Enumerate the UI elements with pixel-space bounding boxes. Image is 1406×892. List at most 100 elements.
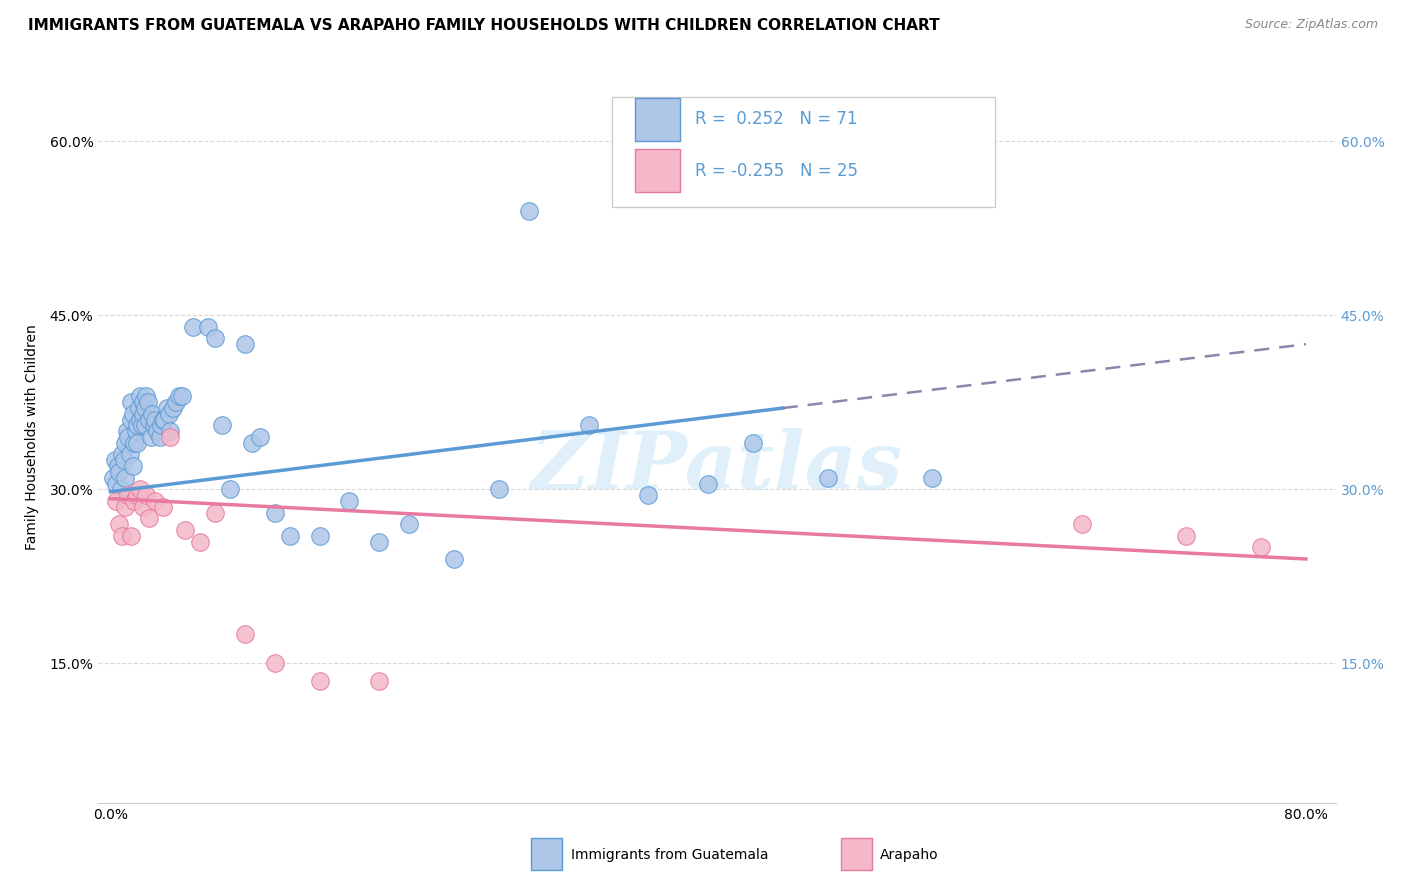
Point: [278, 529, 301, 543]
Point: [817, 471, 839, 485]
Point: [240, 436, 263, 450]
Text: IMMIGRANTS FROM GUATEMALA VS ARAPAHO FAMILY HOUSEHOLDS WITH CHILDREN CORRELATION: IMMIGRANTS FROM GUATEMALA VS ARAPAHO FAM…: [28, 18, 939, 33]
Point: [153, 412, 176, 426]
Text: Arapaho: Arapaho: [880, 848, 939, 863]
Point: [517, 203, 540, 218]
Point: [637, 488, 659, 502]
Point: [132, 395, 155, 409]
Text: Source: ZipAtlas.com: Source: ZipAtlas.com: [1244, 18, 1378, 31]
Point: [165, 395, 187, 409]
Point: [136, 395, 159, 409]
Point: [368, 534, 391, 549]
Point: [114, 471, 136, 485]
FancyBboxPatch shape: [612, 97, 995, 207]
Point: [211, 418, 233, 433]
Point: [124, 494, 146, 508]
Point: [368, 673, 391, 688]
Point: [127, 436, 149, 450]
Point: [111, 529, 134, 543]
Point: [115, 424, 138, 438]
Point: [142, 418, 165, 433]
Point: [308, 673, 330, 688]
Point: [921, 471, 943, 485]
Point: [1175, 529, 1198, 543]
Point: [120, 395, 142, 409]
Point: [127, 418, 149, 433]
Point: [162, 401, 184, 415]
Point: [172, 389, 194, 403]
Point: [138, 412, 160, 426]
Point: [103, 471, 125, 485]
Point: [131, 418, 153, 433]
Point: [339, 494, 361, 508]
Point: [578, 418, 600, 433]
Point: [135, 488, 157, 502]
Point: [105, 476, 128, 491]
Point: [181, 319, 204, 334]
Point: [118, 448, 141, 462]
Point: [263, 657, 285, 671]
Point: [143, 412, 166, 426]
Point: [233, 337, 256, 351]
Point: [108, 465, 131, 479]
Point: [188, 534, 211, 549]
Point: [134, 401, 156, 415]
Text: Immigrants from Guatemala: Immigrants from Guatemala: [571, 848, 768, 863]
Point: [145, 424, 167, 438]
Point: [135, 389, 157, 403]
Point: [149, 430, 172, 444]
Point: [108, 517, 131, 532]
Y-axis label: Family Households with Children: Family Households with Children: [24, 324, 38, 550]
Point: [129, 483, 152, 497]
Point: [159, 430, 181, 444]
Text: R = -0.255   N = 25: R = -0.255 N = 25: [695, 161, 858, 179]
Point: [167, 389, 190, 403]
Point: [308, 529, 330, 543]
Point: [110, 483, 132, 497]
Point: [128, 401, 150, 415]
Point: [104, 453, 127, 467]
Point: [398, 517, 420, 532]
Point: [121, 407, 143, 421]
Point: [141, 407, 163, 421]
Point: [233, 627, 256, 641]
Point: [132, 407, 155, 421]
Point: [443, 552, 465, 566]
Point: [488, 483, 510, 497]
Point: [125, 424, 148, 438]
Point: [127, 488, 149, 502]
Point: [114, 436, 136, 450]
Point: [120, 529, 142, 543]
Point: [111, 448, 134, 462]
Point: [129, 412, 152, 426]
Text: R =  0.252   N = 71: R = 0.252 N = 71: [695, 111, 858, 128]
Point: [742, 436, 765, 450]
Point: [152, 500, 174, 514]
Point: [159, 424, 181, 438]
Point: [1070, 517, 1092, 532]
Point: [143, 494, 166, 508]
Point: [112, 453, 135, 467]
Point: [139, 430, 162, 444]
Point: [197, 319, 219, 334]
Point: [1250, 541, 1272, 555]
Point: [107, 459, 129, 474]
FancyBboxPatch shape: [636, 149, 681, 192]
Point: [697, 476, 720, 491]
Point: [120, 412, 142, 426]
Point: [174, 523, 197, 537]
Point: [150, 418, 173, 433]
Point: [114, 500, 136, 514]
Point: [138, 511, 160, 525]
Point: [204, 506, 226, 520]
FancyBboxPatch shape: [636, 98, 681, 141]
Point: [157, 407, 180, 421]
Point: [121, 459, 143, 474]
Point: [117, 488, 139, 502]
Text: ZIPatlas: ZIPatlas: [531, 427, 903, 505]
Point: [132, 500, 155, 514]
Point: [263, 506, 285, 520]
Point: [156, 401, 179, 415]
Point: [219, 483, 242, 497]
Point: [134, 418, 156, 433]
